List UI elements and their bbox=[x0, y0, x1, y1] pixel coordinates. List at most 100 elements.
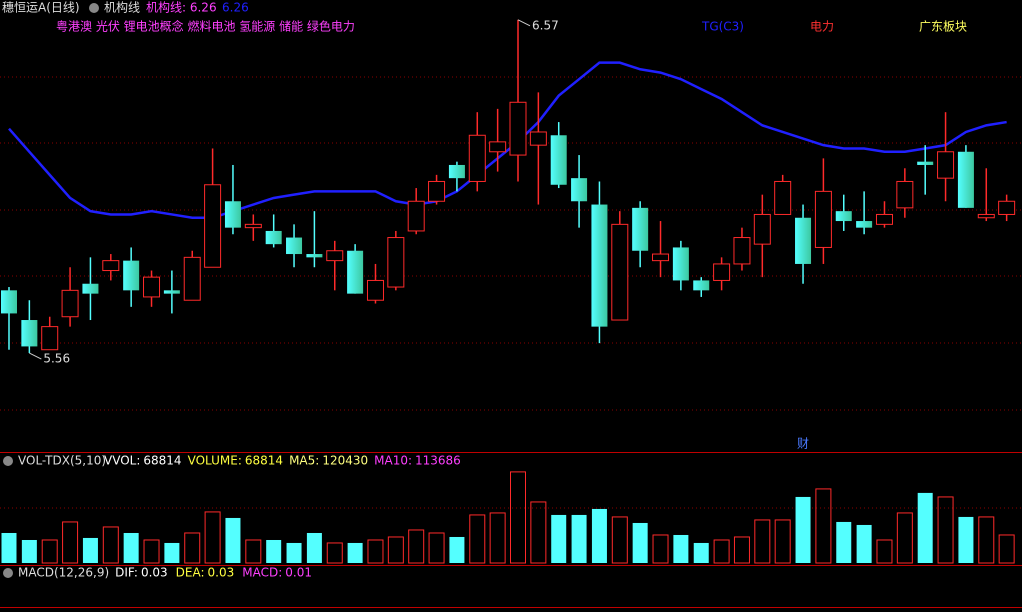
line-name: TG(C3) bbox=[701, 20, 744, 34]
legend-label: MACD: bbox=[242, 566, 282, 580]
volume-bar bbox=[896, 512, 913, 564]
volume-bar bbox=[469, 514, 486, 564]
candle-body bbox=[591, 204, 608, 327]
legend-value: 113686 bbox=[415, 454, 461, 468]
low-label: 5.56 bbox=[43, 352, 70, 366]
volume-bar bbox=[530, 501, 547, 564]
volume-bar bbox=[815, 488, 832, 564]
volume-bar bbox=[225, 517, 241, 563]
volume-bar bbox=[387, 536, 404, 564]
volume-bar bbox=[632, 522, 648, 563]
volume-bar bbox=[62, 521, 79, 564]
candle-body bbox=[611, 223, 629, 321]
legend-label: DEA: bbox=[176, 566, 205, 580]
legend-value: 68814 bbox=[245, 454, 283, 468]
legend-label: MA10: bbox=[374, 454, 412, 468]
candle-body bbox=[753, 213, 771, 245]
menu-icon[interactable] bbox=[3, 568, 13, 578]
volume-bar bbox=[347, 542, 363, 563]
volume-bar bbox=[143, 539, 160, 564]
candle-body bbox=[896, 180, 914, 209]
candle-body bbox=[795, 217, 812, 264]
candle-body bbox=[265, 230, 282, 245]
volume-bar bbox=[733, 536, 750, 564]
volume-bar bbox=[266, 539, 282, 563]
indicator-line bbox=[8, 61, 1007, 220]
event-label: 财 bbox=[797, 437, 809, 451]
candle-body bbox=[428, 180, 446, 202]
candle-body bbox=[366, 279, 384, 301]
candle-body bbox=[82, 283, 99, 294]
candle-body bbox=[977, 213, 995, 219]
legend-label: MA5: bbox=[289, 454, 319, 468]
candle-body bbox=[733, 237, 751, 265]
volume-bar bbox=[795, 496, 811, 563]
volume-bar bbox=[123, 532, 139, 563]
candle-body bbox=[21, 320, 38, 347]
candle-body bbox=[632, 207, 649, 251]
volume-bar bbox=[571, 514, 587, 563]
volume-bar bbox=[164, 542, 180, 563]
grid bbox=[0, 76, 1022, 608]
volume-bar bbox=[408, 529, 425, 564]
volume-bar bbox=[367, 539, 384, 564]
volume-bar bbox=[326, 542, 343, 564]
legend-label: VOLUME: bbox=[188, 454, 242, 468]
volume-bar bbox=[428, 532, 445, 564]
candle-body bbox=[102, 260, 120, 272]
volume-bar bbox=[693, 542, 709, 563]
menu-icon[interactable] bbox=[89, 3, 99, 13]
candle-body bbox=[774, 180, 792, 215]
volume-bar bbox=[551, 514, 567, 563]
tag: 电力 bbox=[810, 20, 834, 34]
tag: 广东板块 bbox=[919, 20, 967, 34]
candle-body bbox=[347, 250, 364, 294]
volume-bar bbox=[713, 539, 730, 564]
candle-body bbox=[163, 290, 180, 294]
candle-body bbox=[693, 280, 710, 291]
candle-body bbox=[61, 289, 79, 318]
candle-body bbox=[957, 151, 974, 208]
volume-bar bbox=[917, 492, 933, 563]
volume-bar bbox=[82, 537, 98, 563]
volume-bar bbox=[510, 471, 526, 564]
candle-body bbox=[224, 201, 241, 228]
candle-body bbox=[509, 101, 527, 156]
volume-bar bbox=[245, 539, 262, 564]
candle-body bbox=[286, 237, 303, 255]
indicator-value: 机构线: 6.26 bbox=[146, 0, 217, 15]
volume-bar bbox=[856, 524, 872, 563]
candle-body bbox=[489, 141, 507, 153]
candle-body bbox=[244, 223, 262, 229]
volume-bar bbox=[591, 508, 607, 563]
volume-bar bbox=[184, 532, 201, 564]
volume-bar bbox=[652, 534, 669, 564]
candle-body bbox=[672, 247, 689, 281]
line-last-value: 6.26 bbox=[222, 1, 249, 15]
annotation-arrow bbox=[517, 19, 531, 27]
volume-bar bbox=[774, 519, 791, 564]
candle-body bbox=[814, 190, 832, 248]
volume-bar bbox=[1, 532, 17, 563]
volume-bar bbox=[958, 516, 974, 563]
candle-body bbox=[407, 200, 425, 232]
panel-title: MACD(12,26,9) bbox=[18, 566, 109, 580]
menu-icon[interactable] bbox=[3, 456, 13, 466]
legend-value: 0.03 bbox=[141, 566, 168, 580]
candle-body bbox=[835, 211, 852, 222]
legend-value: 120430 bbox=[322, 454, 368, 468]
volume-bar bbox=[754, 519, 771, 564]
volume-bar bbox=[489, 512, 506, 564]
volume-bar bbox=[102, 526, 119, 564]
legend-value: 0.01 bbox=[285, 566, 312, 580]
volume-bar bbox=[286, 542, 302, 563]
indicator-name: 机构线 bbox=[104, 0, 140, 15]
candle-body bbox=[998, 200, 1016, 215]
high-label: 6.57 bbox=[532, 18, 559, 32]
candle-body bbox=[448, 164, 465, 179]
candle-body bbox=[143, 276, 161, 298]
candle-body bbox=[468, 134, 486, 182]
candle-body bbox=[183, 256, 201, 301]
candle-body bbox=[326, 250, 344, 262]
panel-title: VOL-TDX(5,10) bbox=[18, 454, 106, 468]
